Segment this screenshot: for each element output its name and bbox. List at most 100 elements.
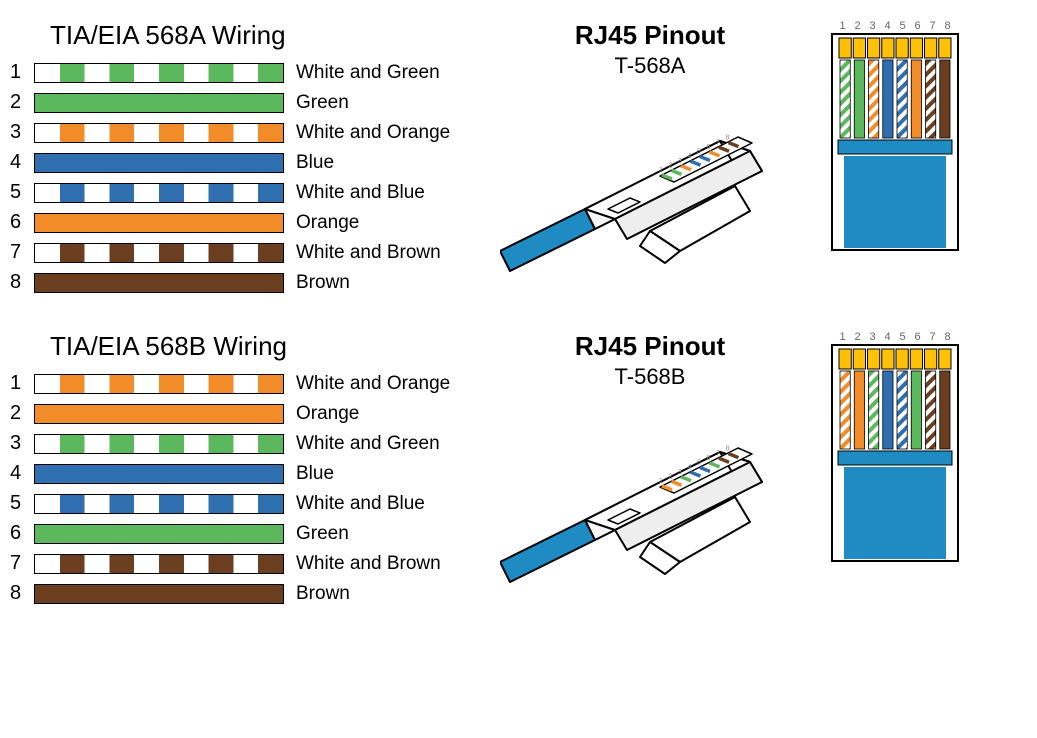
pin-number-label: 5 <box>897 331 909 343</box>
wire-row: 2 Green <box>10 91 500 114</box>
wire-number: 7 <box>10 241 34 264</box>
wire-row: 7 White and Brown <box>10 241 500 264</box>
svg-text:6: 6 <box>707 144 711 151</box>
svg-text:7: 7 <box>716 450 720 457</box>
wire-row: 5 White and Blue <box>10 492 500 515</box>
pin-number-label: 6 <box>912 331 924 343</box>
wire-row: 6Green <box>10 522 500 545</box>
wire-label: Brown <box>296 272 350 294</box>
wire-row: 1 White and Green <box>10 61 500 84</box>
pin-number-label: 8 <box>942 331 954 343</box>
wire-label: Orange <box>296 212 359 234</box>
wire-number: 5 <box>10 492 34 515</box>
wire-number: 3 <box>10 121 34 144</box>
pin-number-row: 12345678 <box>830 20 960 32</box>
wire-row: 3 White and Orange <box>10 121 500 144</box>
wire-color-bar <box>34 524 284 544</box>
pin-number-label: 4 <box>882 20 894 32</box>
wire-color-bar <box>34 494 284 514</box>
wire-row: 8 Brown <box>10 582 500 605</box>
rj45-front-wrapper: 12345678 <box>830 331 960 568</box>
pin-number-label: 3 <box>867 20 879 32</box>
section-title: TIA/EIA 568A Wiring <box>50 20 500 51</box>
wire-label: White and Brown <box>296 553 441 575</box>
wire-label: White and Green <box>296 62 440 84</box>
pin-number-label: 1 <box>837 331 849 343</box>
pin-number-label: 2 <box>852 20 864 32</box>
pin-number-label: 3 <box>867 331 879 343</box>
svg-text:2: 2 <box>669 473 673 480</box>
wire-label: Orange <box>296 403 359 425</box>
svg-text:8: 8 <box>726 446 730 453</box>
wire-color-bar <box>34 273 284 293</box>
svg-text:4: 4 <box>688 464 692 471</box>
wire-label: Blue <box>296 152 334 174</box>
wire-label: White and Brown <box>296 242 441 264</box>
svg-text:7: 7 <box>716 139 720 146</box>
svg-text:5: 5 <box>697 460 701 467</box>
svg-text:4: 4 <box>688 153 692 160</box>
svg-text:3: 3 <box>678 158 682 165</box>
wire-color-bar <box>34 63 284 83</box>
svg-text:2: 2 <box>669 162 673 169</box>
rj45-front-view <box>830 32 960 252</box>
pinout-subtitle: T-568A <box>615 53 686 79</box>
wire-row: 4 Blue <box>10 151 500 174</box>
connector-iso-block: RJ45 PinoutT-568B12345678 <box>500 331 800 612</box>
wire-color-bar <box>34 404 284 424</box>
wire-label: White and Orange <box>296 373 450 395</box>
wire-label: Green <box>296 92 349 114</box>
wire-color-bar <box>34 123 284 143</box>
wire-number: 3 <box>10 432 34 455</box>
wire-number: 2 <box>10 402 34 425</box>
wiring-section-b: TIA/EIA 568B Wiring 1 White and Orange 2 Ora… <box>10 331 1017 612</box>
pinout-subtitle: T-568B <box>615 364 686 390</box>
wire-row: 6 Orange <box>10 211 500 234</box>
pin-number-label: 4 <box>882 331 894 343</box>
wire-color-bar <box>34 434 284 454</box>
connector-diagrams: RJ45 PinoutT-568A1234567812345678 <box>500 20 1017 301</box>
pin-number-label: 8 <box>942 20 954 32</box>
wire-color-bar <box>34 243 284 263</box>
wiring-section-a: TIA/EIA 568A Wiring 1 White and Green 2 Gree… <box>10 20 1017 301</box>
wire-label: White and Blue <box>296 493 425 515</box>
wire-number: 4 <box>10 462 34 485</box>
connector-diagrams: RJ45 PinoutT-568B1234567812345678 <box>500 331 1017 612</box>
svg-text:5: 5 <box>697 149 701 156</box>
pin-number-label: 7 <box>927 20 939 32</box>
wire-number: 6 <box>10 211 34 234</box>
wire-number: 7 <box>10 552 34 575</box>
wire-row: 7 White and Brown <box>10 552 500 575</box>
rj45-front-wrapper: 12345678 <box>830 20 960 257</box>
pin-number-label: 5 <box>897 20 909 32</box>
pin-number-label: 2 <box>852 331 864 343</box>
wire-label: Brown <box>296 583 350 605</box>
wire-number: 8 <box>10 271 34 294</box>
wire-label: White and Green <box>296 433 440 455</box>
wire-color-bar <box>34 93 284 113</box>
wire-number: 1 <box>10 372 34 395</box>
pin-number-label: 7 <box>927 331 939 343</box>
section-title: TIA/EIA 568B Wiring <box>50 331 500 362</box>
wire-label: White and Orange <box>296 122 450 144</box>
wire-number: 2 <box>10 91 34 114</box>
wire-number: 8 <box>10 582 34 605</box>
svg-text:3: 3 <box>678 469 682 476</box>
wire-color-bar <box>34 374 284 394</box>
wire-row: 4Blue <box>10 462 500 485</box>
wiring-table: TIA/EIA 568B Wiring 1 White and Orange 2 Ora… <box>10 331 500 612</box>
wire-row: 5White and Blue <box>10 181 500 204</box>
wire-number: 1 <box>10 61 34 84</box>
wire-color-bar <box>34 584 284 604</box>
rj45-front-view <box>830 343 960 563</box>
wire-row: 2 Orange <box>10 402 500 425</box>
svg-text:1: 1 <box>659 478 663 485</box>
pin-number-row: 12345678 <box>830 331 960 343</box>
wire-row: 8 Brown <box>10 271 500 294</box>
wire-color-bar <box>34 183 284 203</box>
wire-number: 4 <box>10 151 34 174</box>
svg-text:1: 1 <box>659 167 663 174</box>
wire-color-bar <box>34 153 284 173</box>
svg-text:6: 6 <box>707 455 711 462</box>
wire-color-bar <box>34 464 284 484</box>
